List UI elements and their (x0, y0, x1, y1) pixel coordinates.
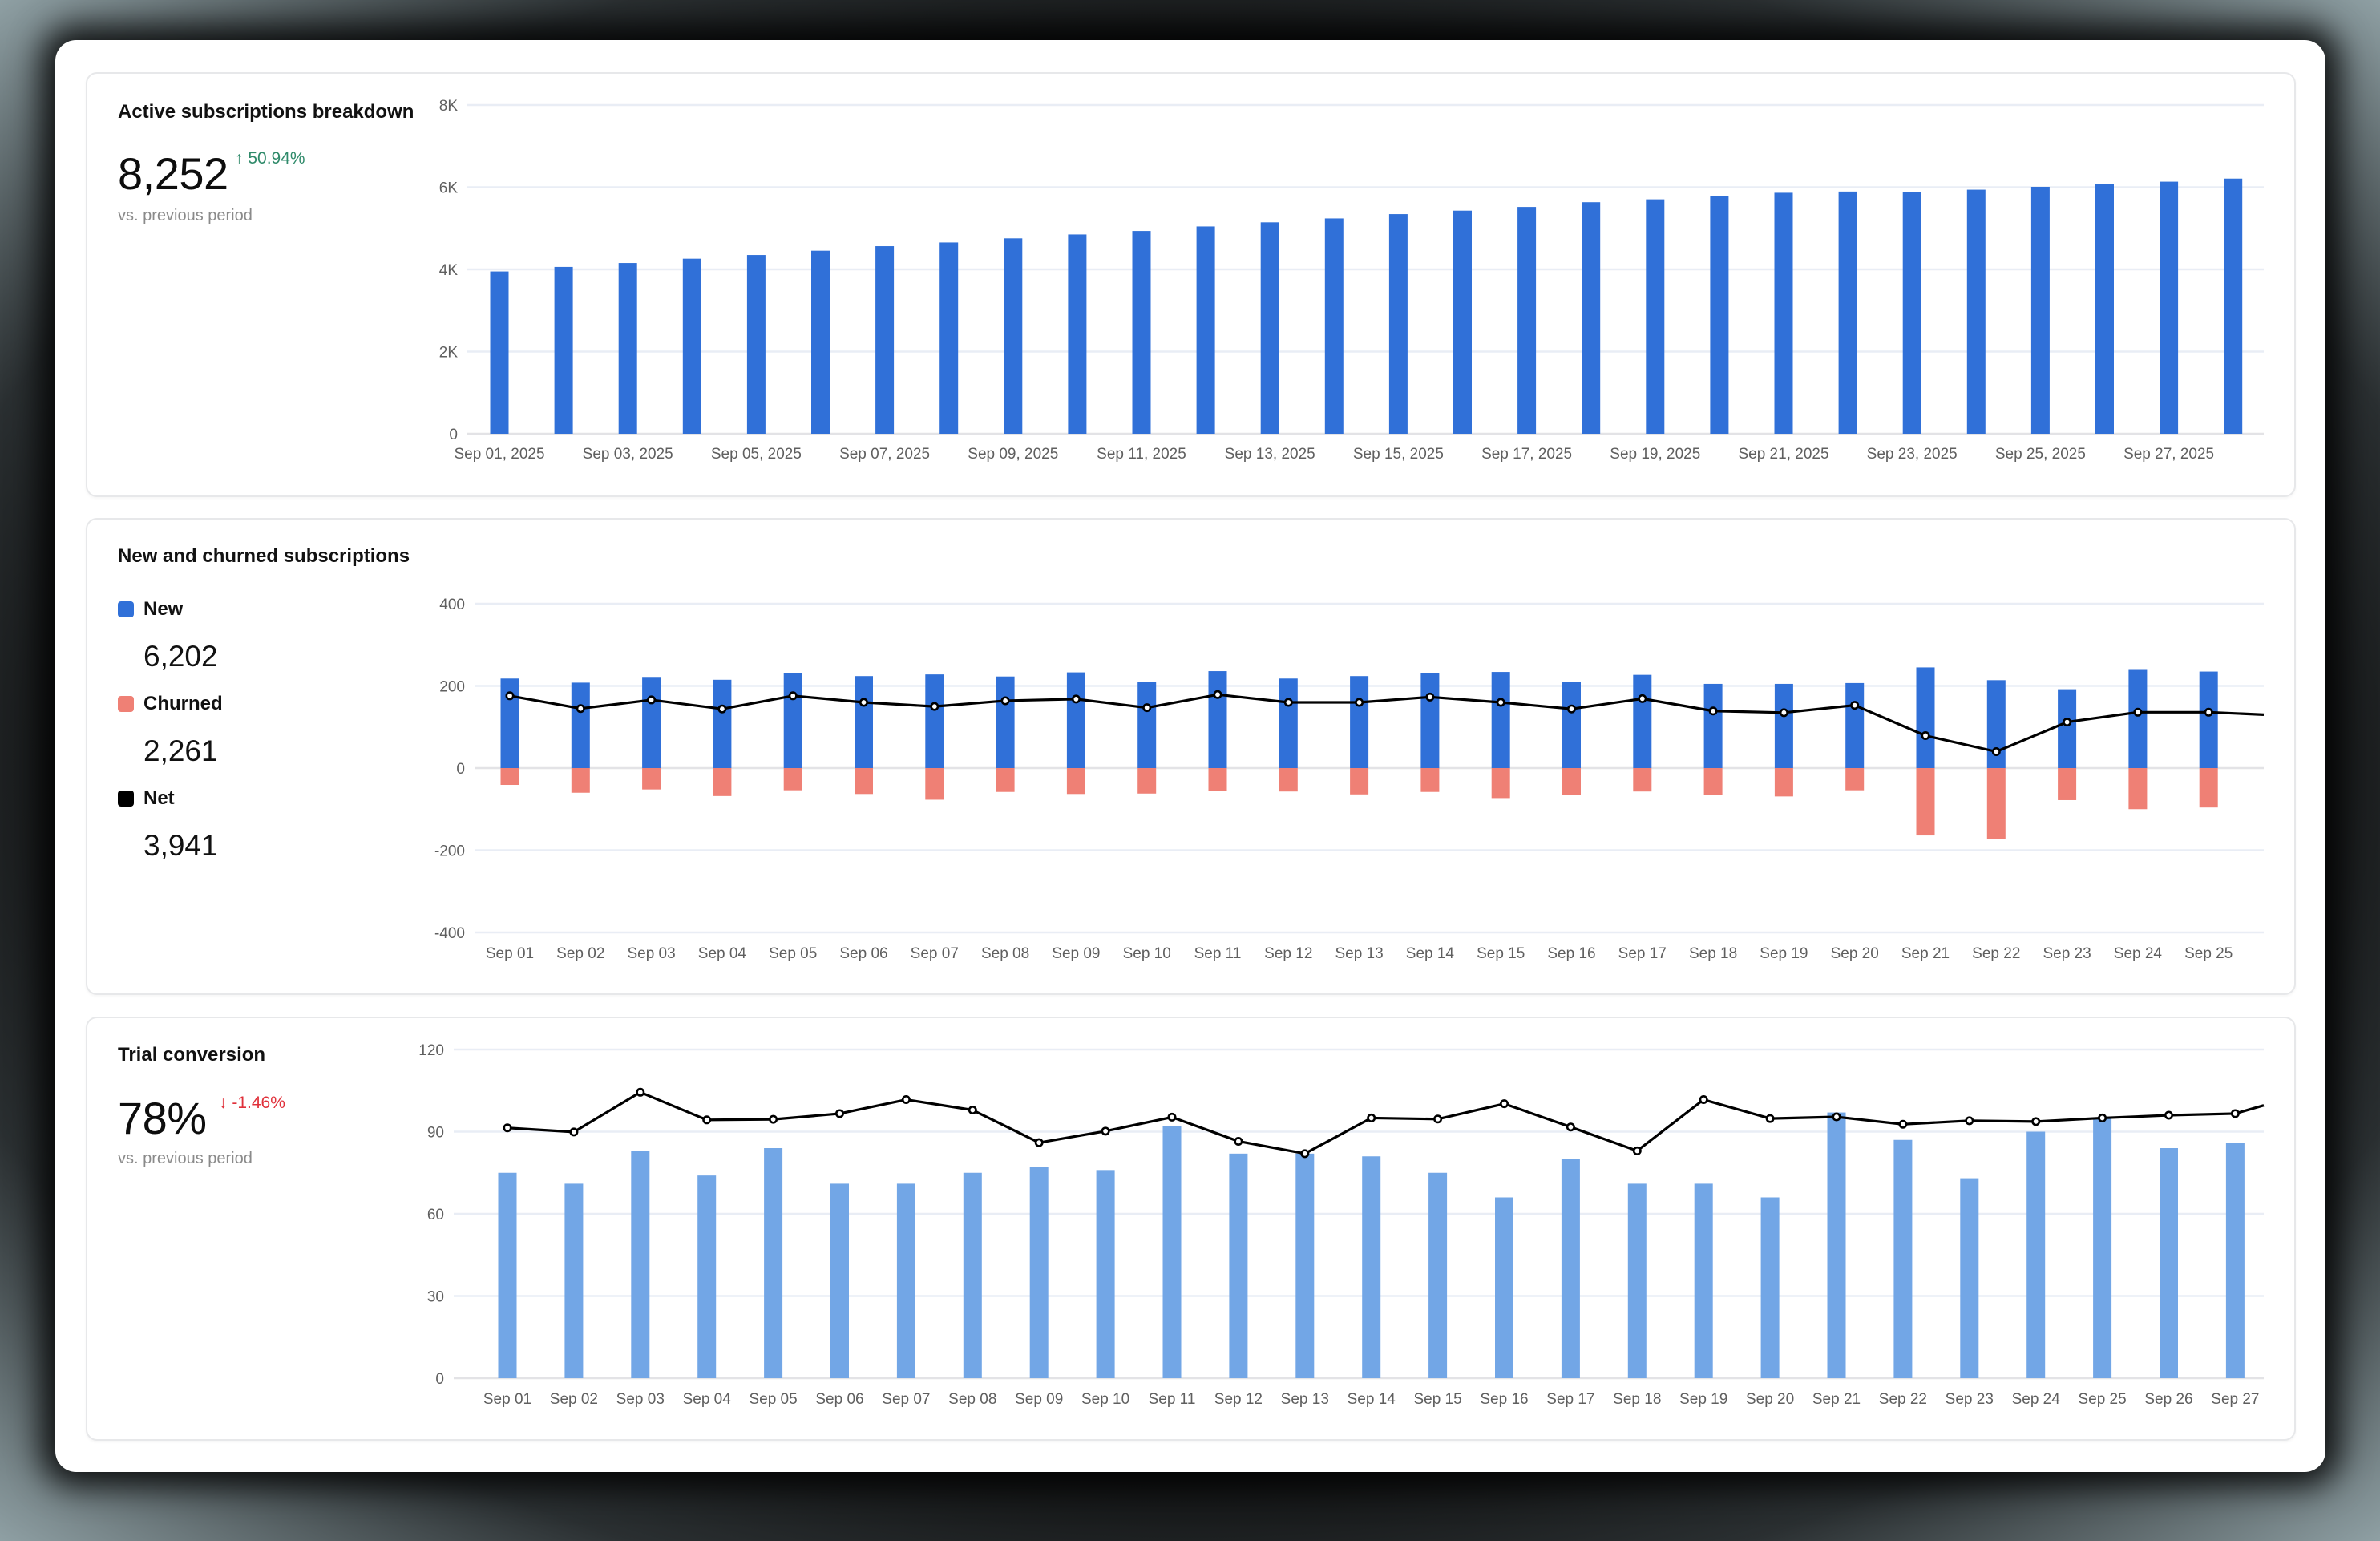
delta-value: 50.94% (248, 149, 305, 168)
kpi-trial-conversion: 78% (118, 1093, 207, 1143)
delta-badge: ↓ -1.46% (219, 1094, 285, 1113)
arrow-up-icon: ↑ (235, 149, 244, 168)
delta-badge: ↑ 50.94% (235, 149, 305, 168)
arrow-down-icon: ↓ (219, 1094, 228, 1112)
kpi-subtitle: vs. previous period (118, 207, 253, 224)
legend-value: 6,202 (143, 640, 218, 673)
legend-swatch-new (118, 601, 134, 617)
kpi-active-subscriptions: 8,252 (118, 148, 228, 199)
card-title: Active subscriptions breakdown (118, 101, 414, 123)
legend-label: New (143, 598, 184, 620)
kpi-subtitle: vs. previous period (118, 1150, 253, 1167)
legend-swatch-net (118, 791, 134, 807)
legend-value: 3,941 (143, 829, 218, 862)
legend-swatch-churned (118, 696, 134, 712)
legend-label: Churned (143, 693, 223, 714)
card-title: Trial conversion (118, 1044, 266, 1066)
legend-label: Net (143, 787, 175, 809)
card-active-subscriptions: Active subscriptions breakdown 8,252 ↑ 5… (86, 72, 2296, 497)
delta-value: -1.46% (232, 1094, 285, 1112)
card-new-churned: New and churned subscriptions New 6,202 … (86, 518, 2296, 995)
card-trial-conversion: Trial conversion 78% ↓ -1.46% vs. previo… (86, 1017, 2296, 1441)
legend-value: 2,261 (143, 734, 218, 767)
card-title: New and churned subscriptions (118, 545, 410, 567)
